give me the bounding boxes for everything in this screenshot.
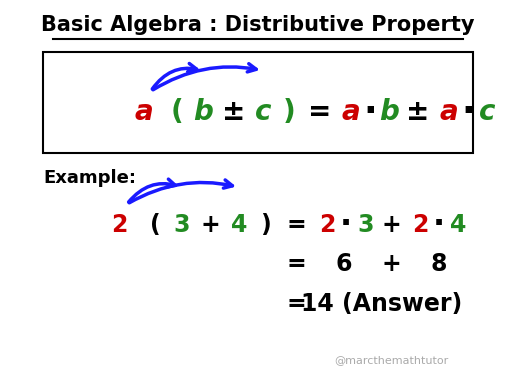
FancyArrowPatch shape <box>153 64 256 90</box>
Text: a: a <box>439 98 458 126</box>
Text: =: = <box>286 292 306 316</box>
Text: 3: 3 <box>173 213 190 237</box>
Text: c: c <box>254 98 271 126</box>
Text: ): ) <box>283 98 295 126</box>
Text: +: + <box>382 253 401 277</box>
Text: =: = <box>286 213 306 237</box>
Text: (: ( <box>171 98 183 126</box>
Text: a: a <box>134 98 153 126</box>
Text: 14 (Answer): 14 (Answer) <box>301 292 463 316</box>
Text: ±: ± <box>406 98 429 126</box>
Text: @marcthemathtutor: @marcthemathtutor <box>334 355 448 366</box>
Text: =: = <box>308 98 332 126</box>
Text: Example:: Example: <box>43 169 136 187</box>
Text: =: = <box>286 253 306 277</box>
Text: ): ) <box>260 213 270 237</box>
Text: +: + <box>200 213 220 237</box>
FancyArrowPatch shape <box>130 180 232 203</box>
Text: b: b <box>193 98 213 126</box>
Text: Basic Algebra : Distributive Property: Basic Algebra : Distributive Property <box>41 15 475 36</box>
Text: 8: 8 <box>431 253 447 277</box>
Text: 4: 4 <box>231 213 247 237</box>
Text: b: b <box>379 98 399 126</box>
Text: 6: 6 <box>335 253 352 277</box>
Text: 2: 2 <box>319 213 335 237</box>
FancyBboxPatch shape <box>43 52 473 153</box>
Text: 3: 3 <box>357 213 374 237</box>
Text: ·: · <box>363 95 377 129</box>
Text: 2: 2 <box>412 213 428 237</box>
Text: 4: 4 <box>450 213 466 237</box>
Text: c: c <box>479 98 495 126</box>
Text: a: a <box>342 98 360 126</box>
Text: (: ( <box>150 213 161 237</box>
Text: ·: · <box>433 209 445 240</box>
Text: +: + <box>382 213 401 237</box>
Text: 2: 2 <box>111 213 128 237</box>
Text: ·: · <box>461 95 475 129</box>
Text: ±: ± <box>222 98 246 126</box>
Text: ·: · <box>340 209 352 240</box>
FancyArrowPatch shape <box>128 179 175 202</box>
FancyArrowPatch shape <box>152 63 197 89</box>
